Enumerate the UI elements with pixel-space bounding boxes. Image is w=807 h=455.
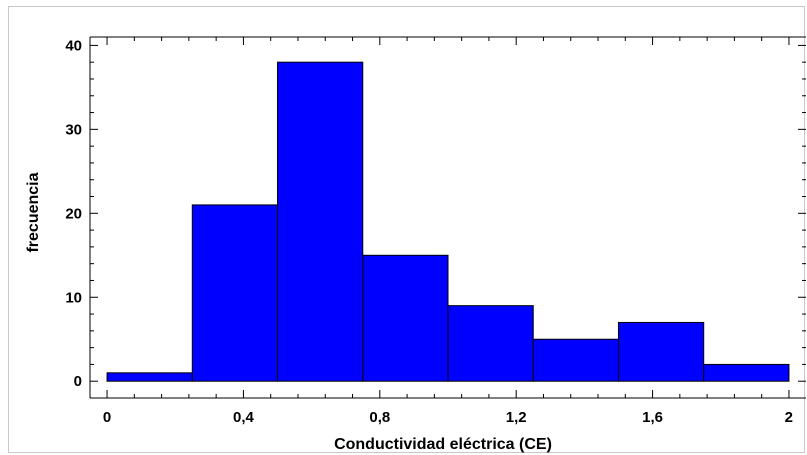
ticks-group: 0 10 20 30 40 0 0,4 0,8 1,2 1,6 2	[65, 37, 806, 426]
histogram-bar-6	[617, 321, 705, 382]
y-axis-label: frecuencia	[25, 172, 42, 252]
histogram-bar-5	[532, 338, 619, 382]
y-tick-label: 40	[65, 37, 82, 54]
x-axis-label: Conductividad eléctrica (CE)	[334, 436, 552, 453]
x-tick-label: 1,6	[642, 409, 663, 426]
x-tick-label: 1,2	[506, 409, 527, 426]
axes-group	[89, 36, 806, 399]
histogram-bar-4	[447, 305, 534, 382]
histogram-bar-0	[106, 372, 193, 382]
histogram-bar-3	[362, 254, 449, 382]
histogram-bar-1	[191, 204, 279, 382]
histogram-bar-7	[703, 363, 790, 382]
y-tick-label: 0	[74, 373, 82, 390]
y-tick-label: 30	[65, 121, 82, 138]
x-tick-label: 2	[785, 409, 793, 426]
y-tick-label: 10	[65, 289, 82, 306]
x-tick-label: 0	[103, 409, 111, 426]
bars-group	[106, 61, 790, 382]
x-tick-label: 0,8	[369, 409, 390, 426]
x-tick-label: 0,4	[233, 409, 255, 426]
histogram-bar-2	[277, 61, 364, 382]
y-tick-label: 20	[65, 205, 82, 222]
